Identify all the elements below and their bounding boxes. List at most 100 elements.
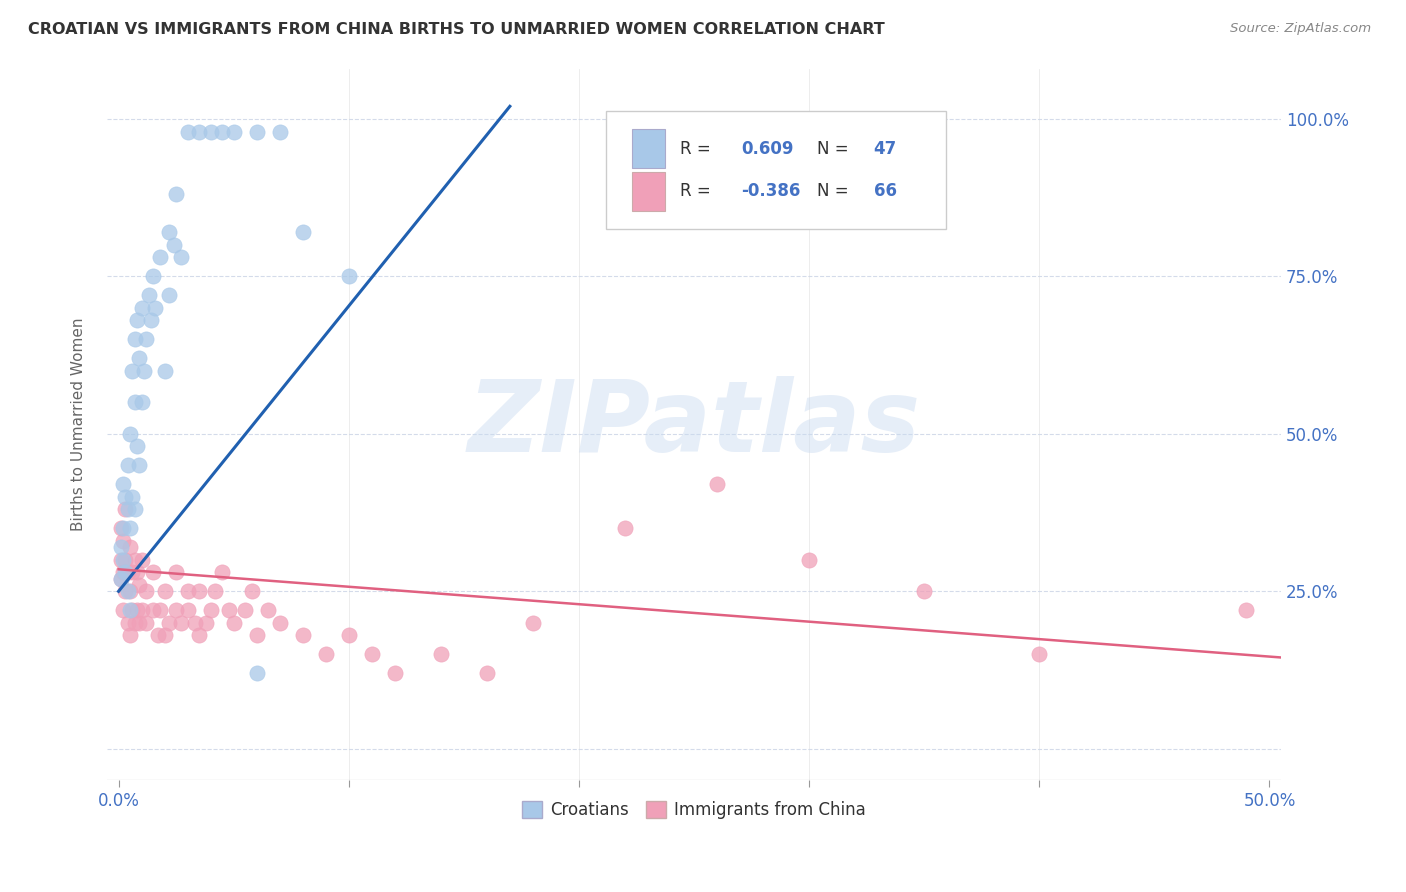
Point bbox=[475, 666, 498, 681]
Point bbox=[121, 490, 143, 504]
Point bbox=[138, 288, 160, 302]
Point bbox=[157, 225, 180, 239]
Point bbox=[246, 628, 269, 642]
Point bbox=[128, 458, 150, 473]
Point bbox=[121, 603, 143, 617]
Point bbox=[110, 572, 132, 586]
Point bbox=[142, 603, 165, 617]
Point bbox=[120, 584, 142, 599]
Point bbox=[117, 458, 139, 473]
Point bbox=[121, 566, 143, 580]
Point bbox=[117, 502, 139, 516]
Point bbox=[110, 521, 132, 535]
Point bbox=[120, 521, 142, 535]
Point bbox=[153, 584, 176, 599]
Point bbox=[153, 628, 176, 642]
Point bbox=[146, 628, 169, 642]
Point bbox=[149, 603, 172, 617]
Point bbox=[195, 615, 218, 630]
Point bbox=[170, 615, 193, 630]
Point bbox=[135, 615, 157, 630]
Point bbox=[384, 666, 406, 681]
FancyBboxPatch shape bbox=[631, 172, 665, 211]
Point bbox=[117, 615, 139, 630]
Point bbox=[269, 124, 291, 138]
Point bbox=[112, 566, 135, 580]
Point bbox=[121, 364, 143, 378]
Point bbox=[246, 124, 269, 138]
Point bbox=[1236, 603, 1258, 617]
Point bbox=[211, 124, 233, 138]
Point bbox=[291, 225, 314, 239]
Point bbox=[125, 603, 148, 617]
Point bbox=[337, 269, 360, 284]
Text: ZIPatlas: ZIPatlas bbox=[467, 376, 921, 473]
Point bbox=[176, 603, 198, 617]
Point bbox=[613, 521, 636, 535]
Point bbox=[142, 566, 165, 580]
Point bbox=[165, 566, 187, 580]
Point bbox=[120, 426, 142, 441]
Point bbox=[128, 578, 150, 592]
Point bbox=[112, 553, 135, 567]
Point bbox=[233, 603, 256, 617]
Text: -0.386: -0.386 bbox=[741, 182, 800, 201]
Point bbox=[128, 615, 150, 630]
Point bbox=[112, 533, 135, 548]
Point bbox=[157, 615, 180, 630]
Point bbox=[131, 553, 153, 567]
Point bbox=[430, 648, 453, 662]
Point bbox=[135, 332, 157, 346]
Point bbox=[112, 477, 135, 491]
Point bbox=[188, 584, 211, 599]
Point bbox=[176, 584, 198, 599]
Point bbox=[110, 572, 132, 586]
Point bbox=[188, 124, 211, 138]
Point bbox=[222, 124, 245, 138]
Point bbox=[797, 553, 820, 567]
Point bbox=[120, 603, 142, 617]
Point bbox=[337, 628, 360, 642]
Point bbox=[163, 238, 186, 252]
Point bbox=[145, 301, 167, 315]
Text: 66: 66 bbox=[873, 182, 897, 201]
Point bbox=[131, 301, 153, 315]
Point bbox=[142, 269, 165, 284]
Point bbox=[114, 584, 136, 599]
Point bbox=[120, 628, 142, 642]
Point bbox=[112, 603, 135, 617]
Point bbox=[246, 666, 269, 681]
Point bbox=[257, 603, 280, 617]
Point bbox=[114, 502, 136, 516]
Text: R =: R = bbox=[681, 139, 716, 158]
Point bbox=[170, 251, 193, 265]
Point bbox=[124, 332, 146, 346]
FancyBboxPatch shape bbox=[631, 129, 665, 169]
Text: CROATIAN VS IMMIGRANTS FROM CHINA BIRTHS TO UNMARRIED WOMEN CORRELATION CHART: CROATIAN VS IMMIGRANTS FROM CHINA BIRTHS… bbox=[28, 22, 884, 37]
Point bbox=[117, 566, 139, 580]
Point bbox=[125, 566, 148, 580]
Point bbox=[240, 584, 263, 599]
Point bbox=[157, 288, 180, 302]
Point bbox=[124, 395, 146, 409]
Y-axis label: Births to Unmarried Women: Births to Unmarried Women bbox=[72, 318, 86, 531]
Text: N =: N = bbox=[817, 139, 855, 158]
Point bbox=[114, 553, 136, 567]
Point bbox=[211, 566, 233, 580]
Point bbox=[183, 615, 205, 630]
Text: N =: N = bbox=[817, 182, 855, 201]
Point bbox=[522, 615, 544, 630]
Point bbox=[165, 603, 187, 617]
Point bbox=[131, 395, 153, 409]
Point bbox=[135, 584, 157, 599]
Point bbox=[114, 566, 136, 580]
Point bbox=[176, 124, 198, 138]
Legend: Croatians, Immigrants from China: Croatians, Immigrants from China bbox=[516, 794, 873, 825]
Point bbox=[132, 364, 155, 378]
Text: 0.609: 0.609 bbox=[741, 139, 793, 158]
Point bbox=[315, 648, 337, 662]
Point bbox=[128, 351, 150, 366]
Point bbox=[125, 440, 148, 454]
Point bbox=[139, 313, 162, 327]
Point bbox=[218, 603, 240, 617]
